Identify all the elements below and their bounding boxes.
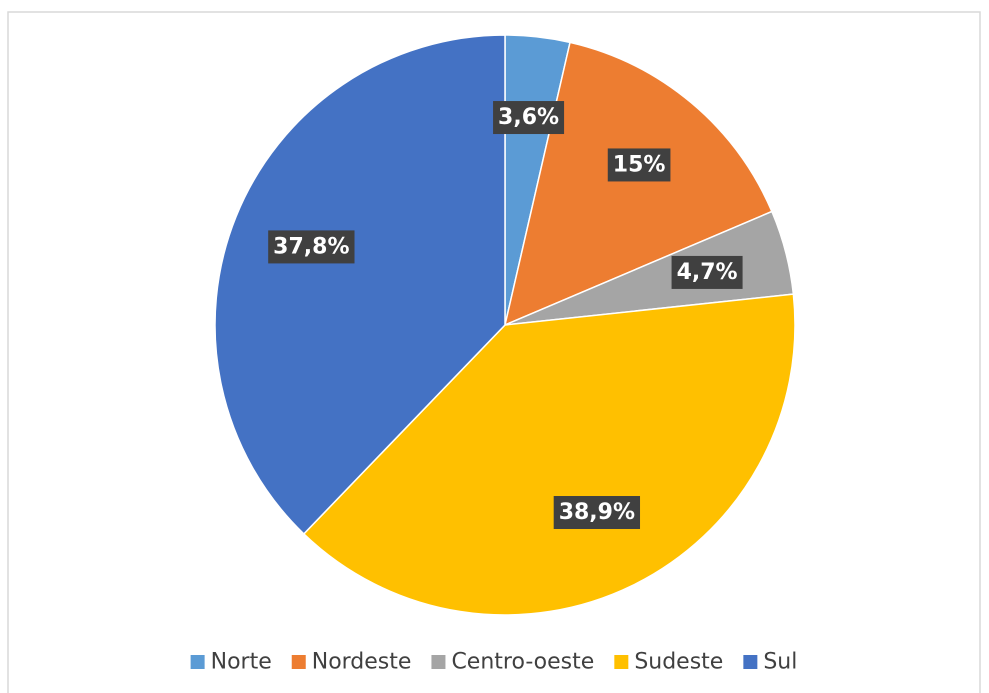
legend-label: Centro-oeste: [451, 650, 594, 675]
data-label: 4,7%: [677, 260, 738, 285]
legend-swatch: [190, 655, 205, 669]
pie: [214, 34, 796, 616]
data-labels: 3,6% 15% 4,7% 38,9% 37,8%: [268, 101, 743, 530]
data-label: 3,6%: [498, 105, 559, 130]
legend-swatch: [431, 655, 446, 669]
legend-label: Sudeste: [634, 650, 723, 675]
legend: Norte Nordeste Centro-oeste Sudeste Sul: [190, 650, 797, 675]
data-label-box: [671, 255, 743, 289]
legend-label: Nordeste: [312, 650, 412, 675]
data-label: 38,9%: [559, 500, 635, 525]
data-label-box: [493, 101, 565, 135]
data-label-box: [607, 148, 671, 182]
legend-label: Sul: [763, 650, 797, 675]
data-label-box: [268, 230, 355, 264]
data-label: 37,8%: [273, 234, 349, 259]
legend-swatch: [743, 655, 758, 669]
data-label: 15%: [613, 152, 666, 177]
pie-slice: [302, 293, 796, 616]
data-label-box: [553, 496, 641, 530]
pie-slice: [214, 34, 506, 535]
legend-swatch: [614, 655, 629, 669]
pie-slice: [503, 41, 773, 327]
legend-swatch: [291, 655, 306, 669]
legend-label: Norte: [211, 650, 272, 675]
